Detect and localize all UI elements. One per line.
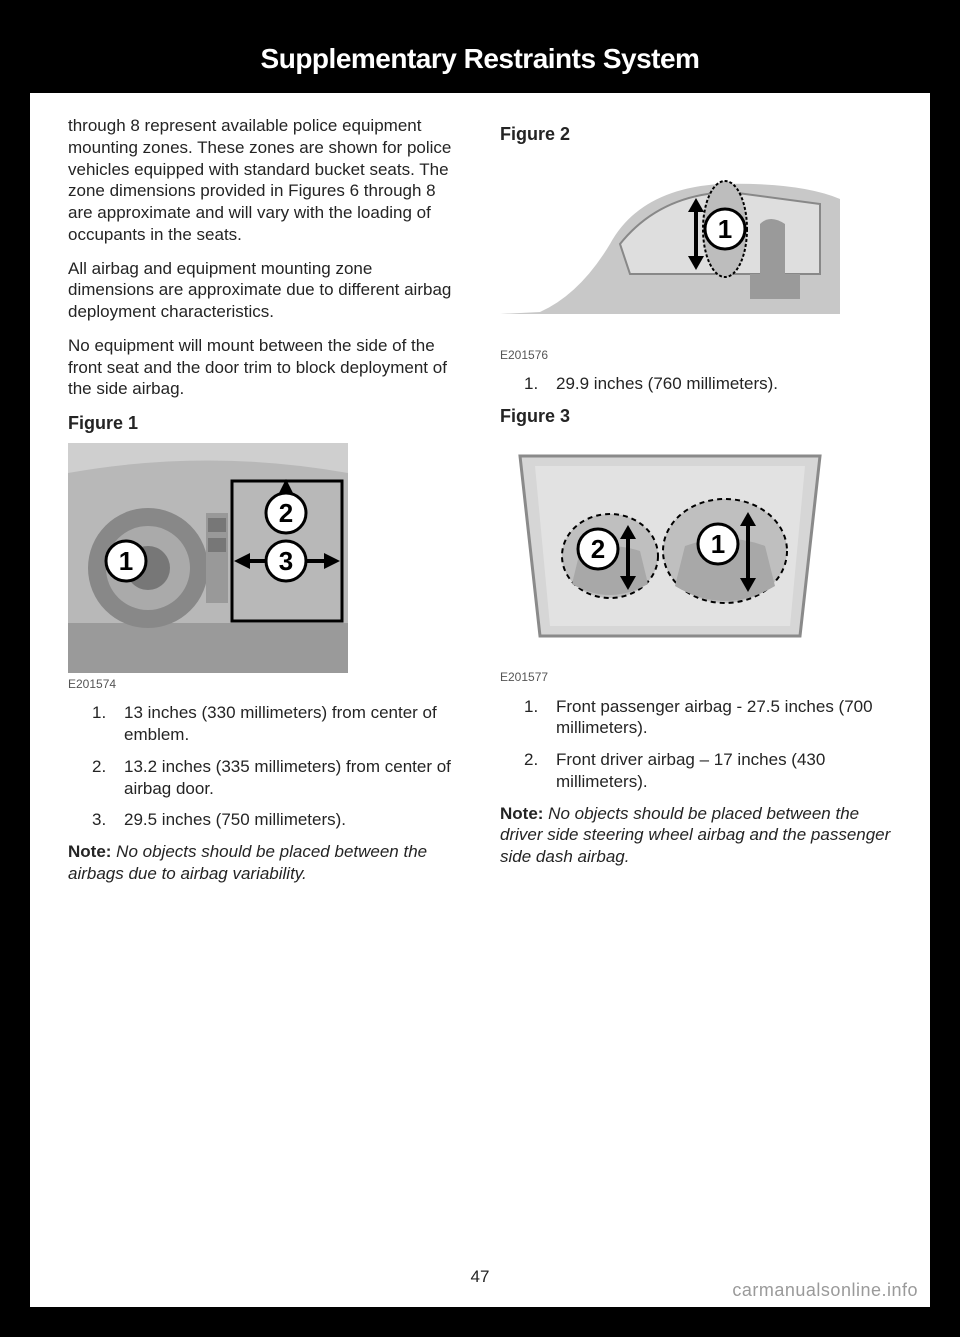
list-item: 3. 29.5 inches (750 millimeters). (68, 809, 460, 831)
figure-2-caption: E201576 (500, 348, 840, 363)
figure-1-label: Figure 1 (68, 412, 460, 435)
list-item: 1. Front passenger airbag - 27.5 inches … (500, 696, 892, 740)
callout-1: 1 (711, 529, 725, 559)
list-text: 29.9 inches (760 millimeters). (556, 373, 892, 395)
list-item: 1. 13 inches (330 millimeters) from cent… (68, 702, 460, 746)
note-text: No objects should be placed between the … (68, 842, 427, 883)
note-label: Note: (500, 804, 543, 823)
list-number: 2. (68, 756, 124, 800)
figure-1-image: 1 2 3 E201574 (68, 443, 348, 692)
figure-3-list: 1. Front passenger airbag - 27.5 inches … (500, 696, 892, 793)
list-text: Front driver airbag – 17 inches (430 mil… (556, 749, 892, 793)
figure-3-note: Note: No objects should be placed betwee… (500, 803, 892, 868)
callout-1: 1 (119, 546, 133, 576)
list-text: Front passenger airbag - 27.5 inches (70… (556, 696, 892, 740)
page-header: Supplementary Restraints System (29, 29, 931, 93)
figure-2-list: 1. 29.9 inches (760 millimeters). (500, 373, 892, 395)
list-number: 1. (68, 702, 124, 746)
list-text: 29.5 inches (750 millimeters). (124, 809, 460, 831)
watermark: carmanualsonline.info (732, 1280, 918, 1301)
figure-2-label: Figure 2 (500, 123, 892, 146)
list-item: 1. 29.9 inches (760 millimeters). (500, 373, 892, 395)
list-text: 13.2 inches (335 millimeters) from cente… (124, 756, 460, 800)
figure-3-caption: E201577 (500, 670, 840, 685)
figure-1-caption: E201574 (68, 677, 348, 692)
header-title: Supplementary Restraints System (261, 43, 700, 74)
note-text: No objects should be placed between the … (500, 804, 890, 867)
figure-1-note: Note: No objects should be placed betwee… (68, 841, 460, 885)
paragraph: through 8 represent available police equ… (68, 115, 460, 246)
figure-2-image: 1 E201576 (500, 154, 840, 363)
note-label: Note: (68, 842, 111, 861)
list-number: 1. (500, 373, 556, 395)
figure-3-label: Figure 3 (500, 405, 892, 428)
list-item: 2. 13.2 inches (335 millimeters) from ce… (68, 756, 460, 800)
callout-2: 2 (591, 534, 605, 564)
paragraph: No equipment will mount between the side… (68, 335, 460, 400)
callout-3: 3 (279, 546, 293, 576)
left-column: through 8 represent available police equ… (68, 115, 460, 895)
list-item: 2. Front driver airbag – 17 inches (430 … (500, 749, 892, 793)
list-number: 2. (500, 749, 556, 793)
figure-1-list: 1. 13 inches (330 millimeters) from cent… (68, 702, 460, 831)
callout-1: 1 (718, 214, 732, 244)
callout-2: 2 (279, 498, 293, 528)
list-text: 13 inches (330 millimeters) from center … (124, 702, 460, 746)
right-column: Figure 2 (500, 115, 892, 895)
figure-3-image: 2 1 E201577 (500, 436, 840, 685)
list-number: 1. (500, 696, 556, 740)
page: Supplementary Restraints System through … (0, 0, 960, 1337)
paragraph: All airbag and equipment mounting zone d… (68, 258, 460, 323)
content-area: through 8 represent available police equ… (30, 93, 930, 905)
list-number: 3. (68, 809, 124, 831)
